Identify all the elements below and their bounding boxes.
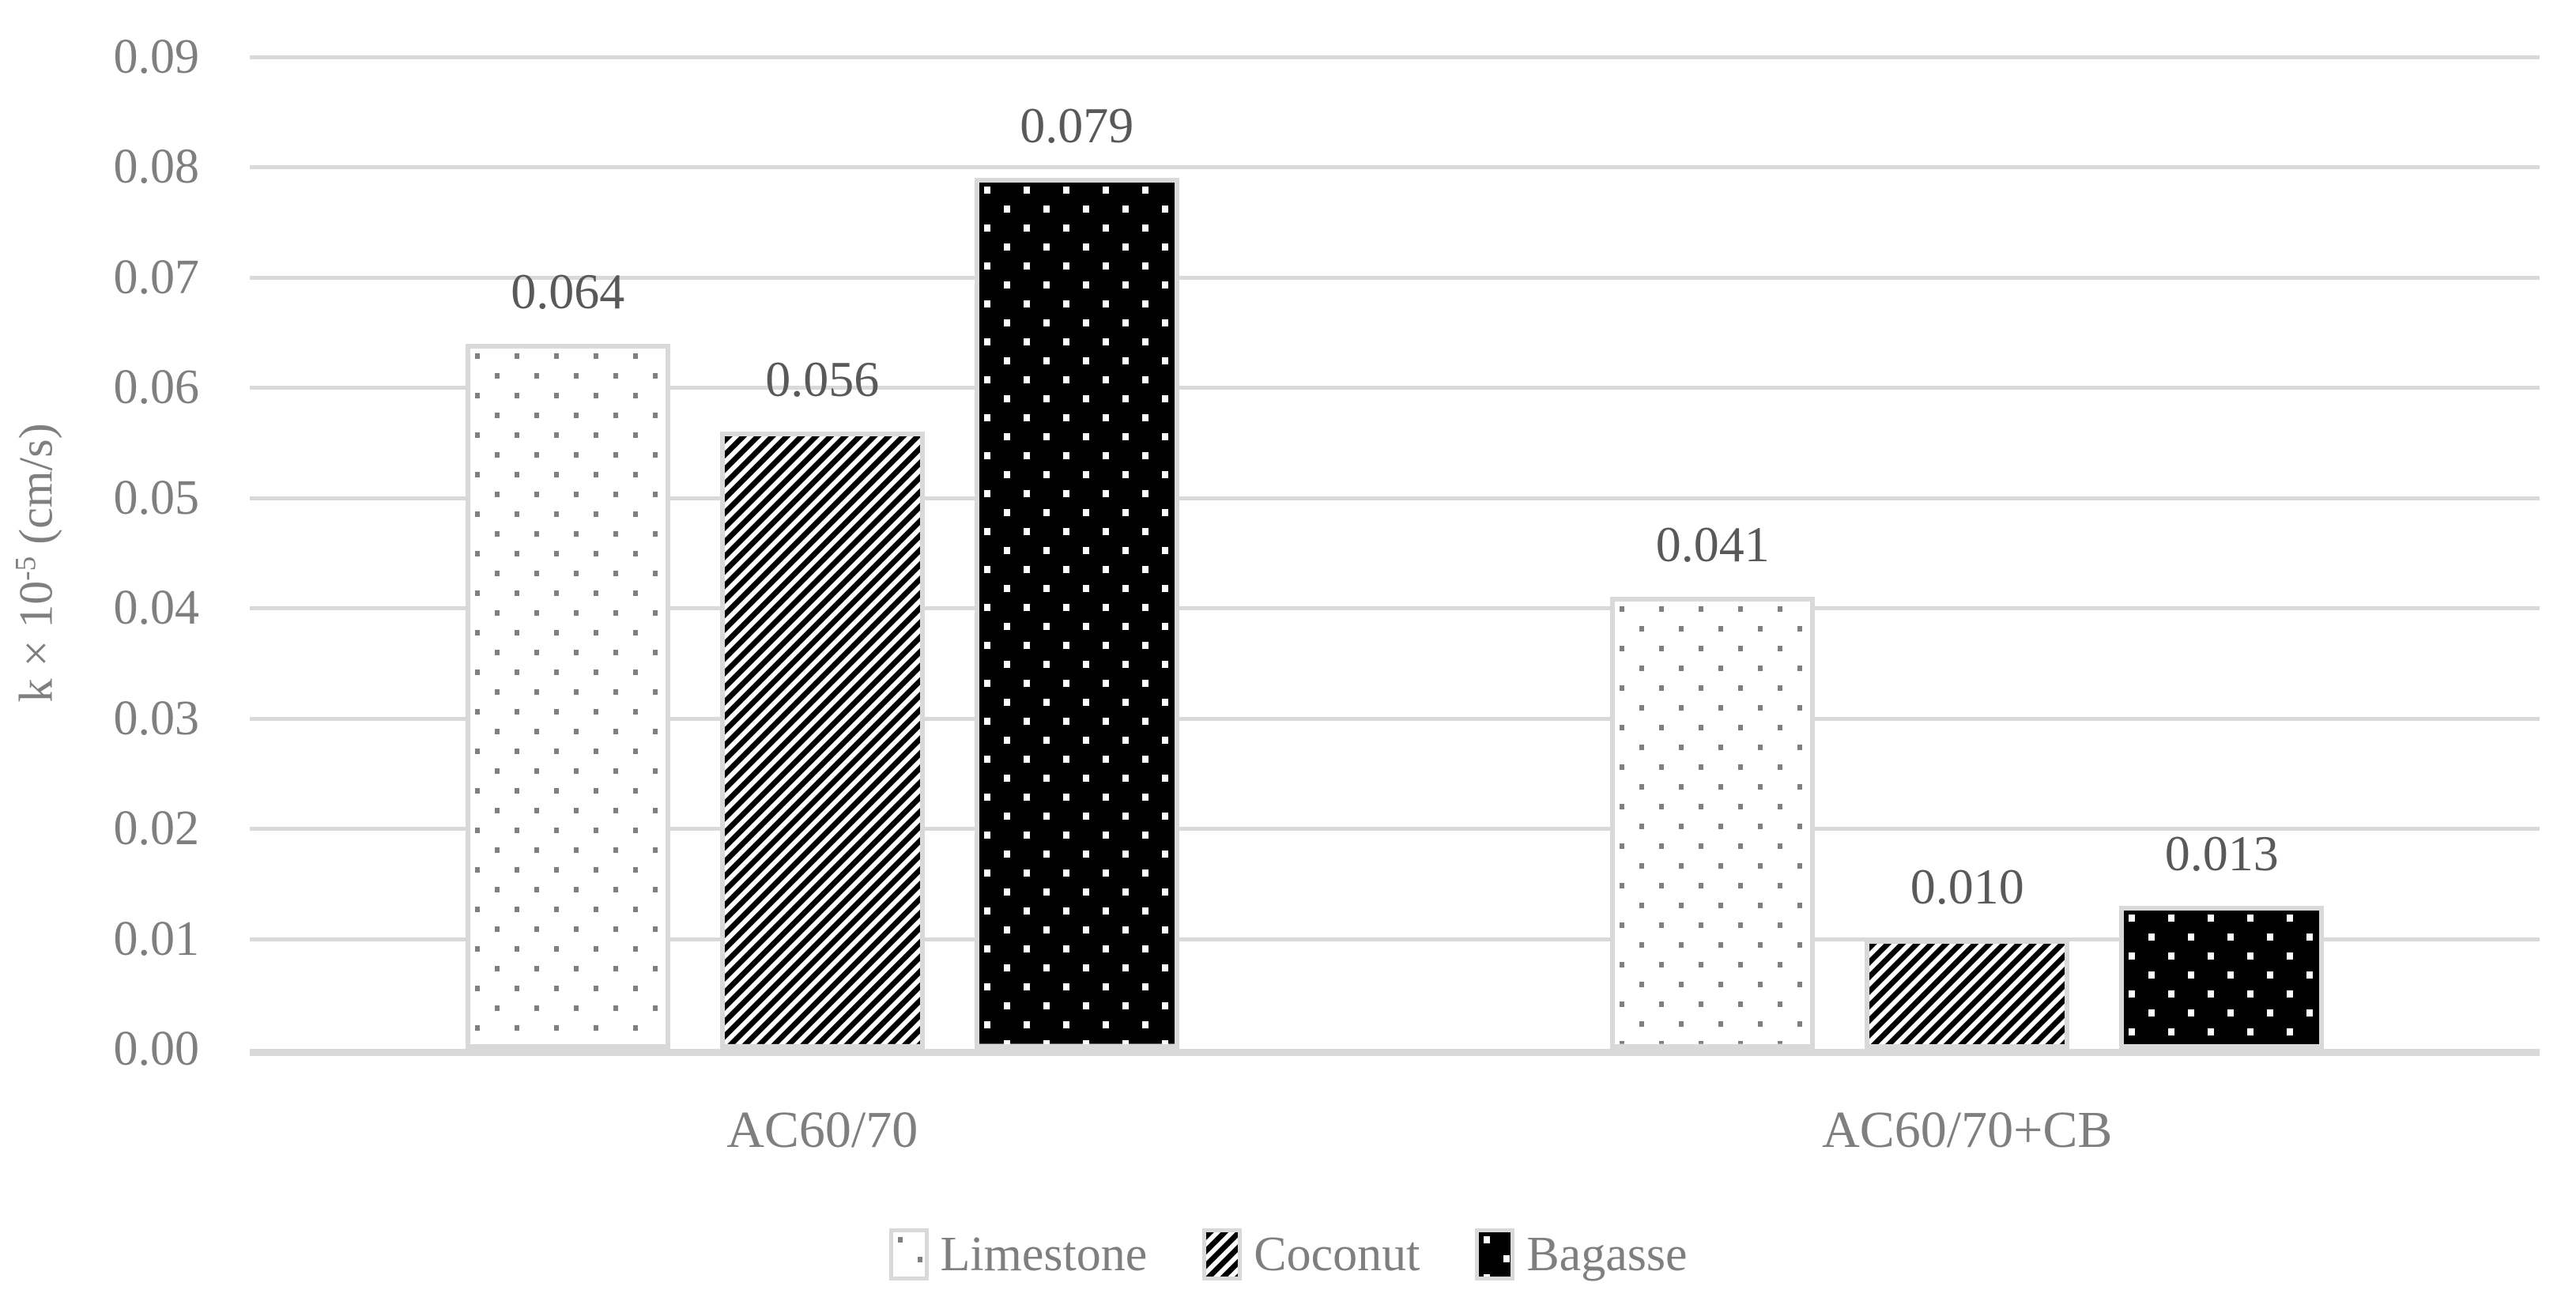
- y-tick-label: 0.02: [113, 801, 200, 856]
- gridline: [250, 606, 2540, 611]
- bar-fill-pattern-coconut: [724, 436, 920, 1044]
- y-tick-label: 0.06: [113, 360, 200, 415]
- legend-label: Bagasse: [1526, 1228, 1688, 1281]
- legend-item-bagasse: Bagasse: [1475, 1227, 1688, 1282]
- gridline: [250, 937, 2540, 941]
- bar-value-label: 0.079: [1020, 97, 1134, 154]
- x-category-label: AC60/70: [726, 1101, 918, 1159]
- y-axis-title-superscript: -5: [9, 556, 43, 581]
- legend-label: Limestone: [940, 1228, 1148, 1281]
- bar-fill-pattern-limestone: [470, 348, 666, 1044]
- legend: Limestone Coconut Bagasse: [0, 1227, 2576, 1282]
- gridline: [250, 275, 2540, 280]
- gridline: [250, 386, 2540, 390]
- y-tick-label: 0.05: [113, 470, 200, 525]
- bar-fill-pattern-bagasse: [979, 183, 1175, 1044]
- y-tick-label: 0.07: [113, 250, 200, 304]
- gridline: [250, 827, 2540, 832]
- bar-coconut-1: [1865, 938, 2070, 1049]
- legend-label: Coconut: [1254, 1228, 1420, 1281]
- bar-value-label: 0.013: [2164, 824, 2279, 881]
- bar-fill-pattern-bagasse: [2124, 910, 2320, 1044]
- bar-limestone-1: [1610, 597, 1816, 1049]
- bar-fill-pattern-limestone: [1615, 602, 1811, 1044]
- bar-fill-pattern-coconut: [1869, 943, 2065, 1044]
- bar-coconut-0: [719, 432, 925, 1049]
- x-axis-line: [250, 1049, 2540, 1056]
- x-category-label: AC60/70+CB: [1822, 1101, 2113, 1159]
- legend-swatch-limestone: [888, 1228, 929, 1280]
- y-tick-label: 0.03: [113, 691, 200, 745]
- bar-value-label: 0.064: [511, 262, 625, 319]
- gridline: [250, 55, 2540, 59]
- bar-bagasse-1: [2119, 905, 2325, 1049]
- bar-value-label: 0.010: [1910, 858, 2024, 915]
- legend-swatch-bagasse: [1475, 1228, 1515, 1280]
- legend-item-coconut: Coconut: [1202, 1227, 1420, 1282]
- legend-item-limestone: Limestone: [888, 1227, 1148, 1282]
- y-tick-label: 0.09: [113, 30, 200, 84]
- gridline: [250, 165, 2540, 170]
- gridline: [250, 496, 2540, 500]
- bar-value-label: 0.056: [765, 351, 880, 408]
- bar-value-label: 0.041: [1655, 516, 1770, 573]
- y-tick-label: 0.01: [113, 911, 200, 966]
- legend-swatch-coconut: [1202, 1228, 1243, 1280]
- y-tick-label: 0.00: [113, 1022, 200, 1076]
- bar-bagasse-0: [974, 178, 1179, 1049]
- y-tick-label: 0.08: [113, 140, 200, 194]
- gridline: [250, 716, 2540, 721]
- y-tick-label: 0.04: [113, 581, 200, 636]
- bar-limestone-0: [465, 343, 670, 1049]
- y-axis-title: k × 10-5 (cm/s): [9, 423, 64, 702]
